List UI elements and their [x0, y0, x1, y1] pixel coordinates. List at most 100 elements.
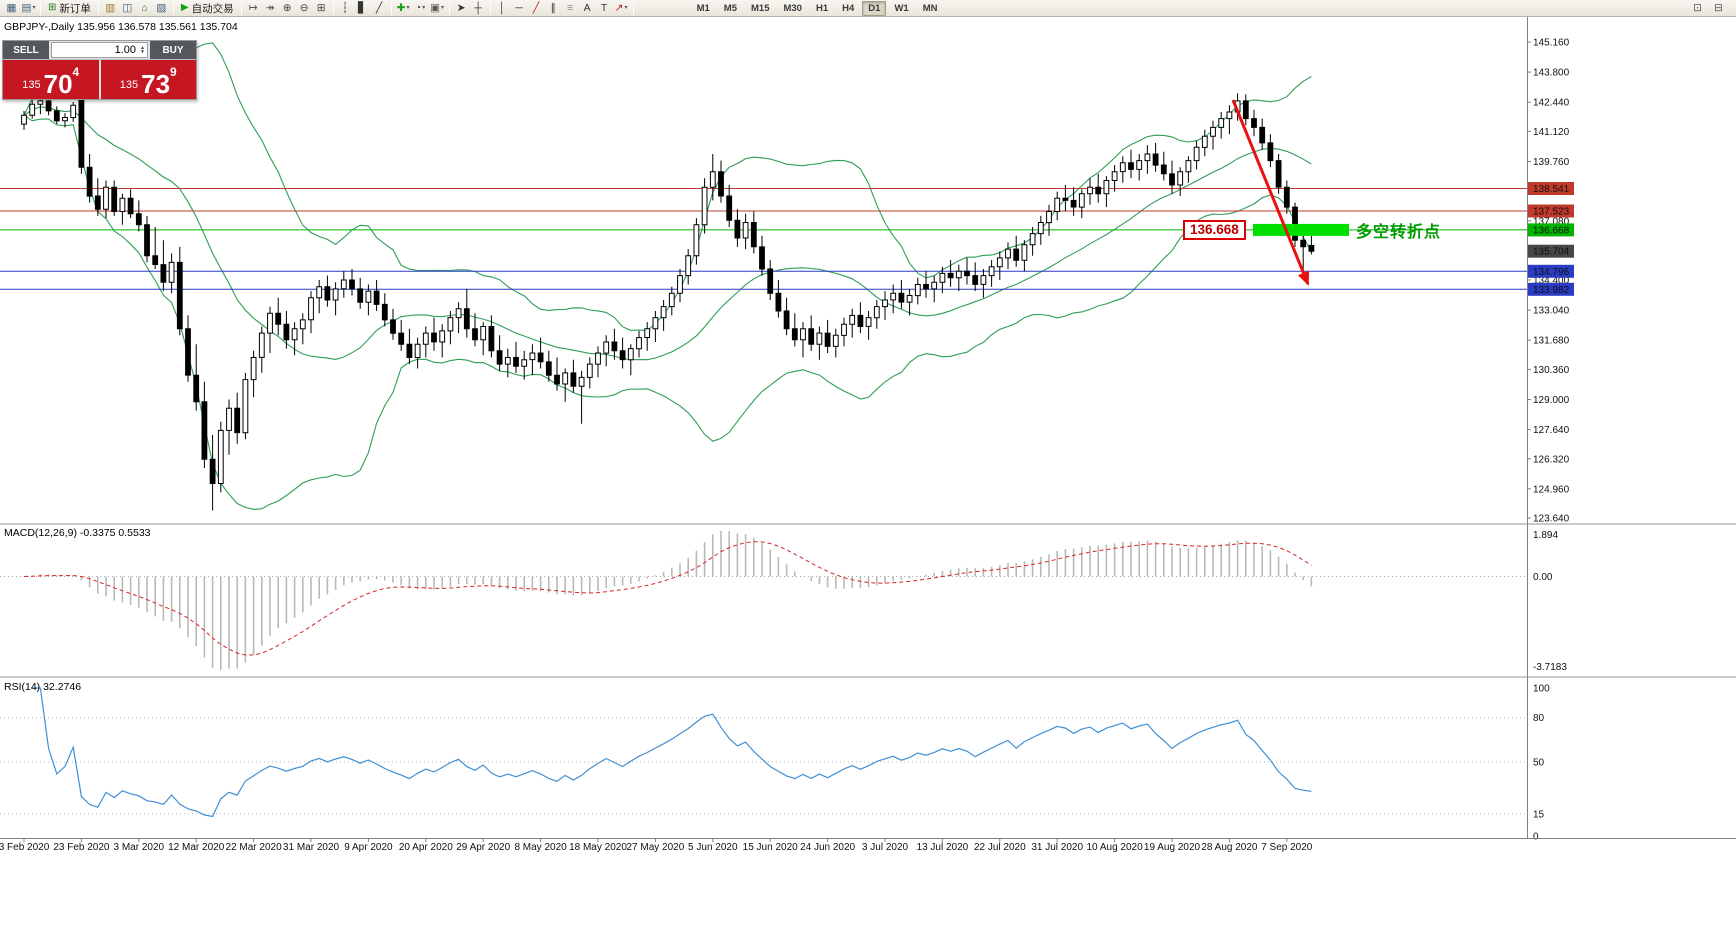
crosshair-icon[interactable]: ┼	[470, 1, 487, 16]
toolbar-separator	[40, 1, 41, 15]
svg-text:5 Jun 2020: 5 Jun 2020	[688, 842, 738, 853]
svg-text:19 Aug 2020: 19 Aug 2020	[1144, 842, 1201, 853]
text-label-glyph-icon: T	[600, 1, 608, 14]
svg-text:15: 15	[1533, 809, 1545, 820]
timeframe-h1[interactable]: H1	[815, 2, 829, 14]
toolbar-separator	[172, 1, 174, 15]
svg-text:137.523: 137.523	[1533, 207, 1570, 218]
macd-histogram	[31, 531, 1313, 670]
svg-text:136.668: 136.668	[1533, 225, 1570, 236]
svg-text:133.040: 133.040	[1533, 306, 1570, 317]
auto-scroll-icon[interactable]: ↠	[262, 1, 279, 16]
terminal-icon[interactable]: ▧	[153, 1, 170, 16]
fibonacci-icon[interactable]: ≡	[562, 1, 579, 16]
macd-indicator-title: MACD(12,26,9) -0.3375 0.5533	[4, 527, 151, 539]
candlestick-chart-icon[interactable]: ▋	[354, 1, 371, 16]
print-icon[interactable]: ⊡	[1693, 1, 1702, 14]
data-window-icon[interactable]: ◫	[119, 1, 136, 16]
market-watch-icon[interactable]: ▥	[102, 1, 119, 16]
timeframe-mn[interactable]: MN	[922, 2, 938, 14]
svg-text:141.120: 141.120	[1533, 127, 1570, 138]
horizontal-line-icon[interactable]: ─	[511, 1, 528, 16]
equidistant-channel-icon[interactable]: ∥	[545, 1, 562, 16]
svg-text:138.541: 138.541	[1533, 184, 1570, 195]
vertical-line-icon[interactable]: │	[494, 1, 511, 16]
svg-text:127.640: 127.640	[1533, 425, 1570, 436]
rsi-pane: 100 80 50 15 0	[0, 684, 1550, 843]
toolbar-right-icons: ⊡ ⊟	[1689, 1, 1733, 16]
svg-text:0: 0	[1533, 832, 1539, 843]
timeframe-h4[interactable]: H4	[842, 2, 855, 14]
text-label-icon[interactable]: T	[596, 1, 613, 16]
text-icon[interactable]: A	[579, 1, 596, 16]
price-axis[interactable]: 145.160143.800142.440141.120139.760138.4…	[1527, 17, 1574, 838]
turning-point-annotation[interactable]: 多空转折点	[1356, 224, 1442, 241]
time-axis[interactable]: 3 Feb 2020 23 Feb 2020 3 Mar 2020 12 Mar 20…	[0, 838, 1736, 853]
new-order-button[interactable]: ⊞ 新订单	[44, 1, 95, 16]
new-chart-glyph-icon: ▦	[6, 1, 17, 14]
svg-text:50: 50	[1533, 758, 1545, 769]
timeframe-m1[interactable]: M1	[696, 2, 710, 14]
timeframe-m5[interactable]: M5	[723, 2, 737, 14]
level-callout-label[interactable]: 136.668	[1183, 220, 1246, 240]
sell-button[interactable]: SELL	[3, 41, 49, 59]
candles-layer	[21, 93, 1315, 511]
zoom-out-icon[interactable]: ⊖	[296, 1, 313, 16]
buy-button[interactable]: BUY	[150, 41, 196, 59]
new-chart-icon[interactable]: ▦	[3, 1, 20, 16]
templates-button[interactable]: ▣ ▾	[429, 1, 446, 16]
chart-shift-icon[interactable]: ↦	[245, 1, 262, 16]
toolbar: ▦ ▤ ▾ ⊞ 新订单 ▥ ◫ ⌂ ▧ ▶ 自动交易 ↦ ↠ ⊕ ⊖ ⊞ ┆ ▋ ╱ ✚ ▾ ◔ ▾ ▣ ▾ ➤ ┼ │ ─ ╱ ∥ ≡ A T ↗…	[0, 0, 1736, 17]
market-watch-glyph-icon: ▥	[105, 1, 116, 14]
macd-pane: 1.894 0.00 -3.7183	[0, 530, 1567, 673]
timeframe-d1[interactable]: D1	[862, 0, 887, 16]
timeframe-w1[interactable]: W1	[894, 2, 909, 14]
svg-text:0.00: 0.00	[1533, 572, 1553, 583]
indicators-button[interactable]: ✚ ▾	[395, 1, 412, 16]
chart-shift-glyph-icon: ↦	[248, 1, 258, 14]
toolbar-separator	[240, 1, 242, 15]
zoom-out-glyph-icon: ⊖	[299, 1, 309, 14]
volume-spinner[interactable]: ▲ ▼	[140, 46, 145, 55]
periods-button[interactable]: ◔ ▾	[412, 1, 429, 16]
trend-arrow[interactable]	[1231, 99, 1310, 286]
profiles-icon[interactable]: ▤ ▾	[20, 1, 37, 16]
bar-chart-icon[interactable]: ┆	[337, 1, 354, 16]
pane-dividers[interactable]	[0, 523, 1736, 679]
autotrading-button[interactable]: ▶ 自动交易	[177, 1, 238, 16]
one-click-trading-panel: SELL 1.00 ▲ ▼ BUY 135 70 4 135 73 9	[2, 40, 197, 100]
sell-price-button[interactable]: 135 70 4	[3, 60, 101, 99]
svg-text:15 Jun 2020: 15 Jun 2020	[743, 842, 798, 853]
sell-price-prefix: 135	[22, 79, 41, 91]
trendline-icon[interactable]: ╱	[528, 1, 545, 16]
support-highlight-bar[interactable]	[1253, 223, 1349, 236]
arrows-icon[interactable]: ↗ ▾	[613, 1, 630, 16]
svg-text:10 Aug 2020: 10 Aug 2020	[1087, 842, 1144, 853]
arrows-glyph-icon: ↗	[614, 1, 624, 14]
timeframe-m15[interactable]: M15	[751, 2, 770, 14]
tile-windows-glyph-icon: ⊞	[316, 1, 326, 14]
cursor-icon[interactable]: ➤	[453, 1, 470, 16]
data-window-glyph-icon: ◫	[122, 1, 133, 14]
svg-text:100: 100	[1533, 684, 1550, 695]
svg-text:134.796: 134.796	[1533, 267, 1570, 278]
svg-text:129.000: 129.000	[1533, 395, 1570, 406]
zoom-in-glyph-icon: ⊕	[282, 1, 292, 14]
zoom-in-icon[interactable]: ⊕	[279, 1, 296, 16]
svg-text:123.640: 123.640	[1533, 514, 1570, 525]
line-chart-icon[interactable]: ╱	[371, 1, 388, 16]
print-preview-icon[interactable]: ⊟	[1714, 1, 1723, 14]
volume-input[interactable]: 1.00 ▲ ▼	[51, 42, 148, 58]
svg-text:126.320: 126.320	[1533, 454, 1570, 465]
tile-windows-icon[interactable]: ⊞	[313, 1, 330, 16]
sell-price-big: 70	[43, 69, 73, 99]
svg-text:1.894: 1.894	[1533, 530, 1558, 541]
svg-text:13 Jul 2020: 13 Jul 2020	[917, 842, 969, 853]
periods-glyph-icon: ◔	[414, 1, 422, 14]
navigator-icon[interactable]: ⌂	[136, 1, 153, 16]
buy-price-button[interactable]: 135 73 9	[100, 60, 196, 99]
svg-text:80: 80	[1533, 713, 1545, 724]
timeframe-m30[interactable]: M30	[783, 2, 802, 14]
dropdown-arrow-icon: ▾	[406, 5, 410, 11]
